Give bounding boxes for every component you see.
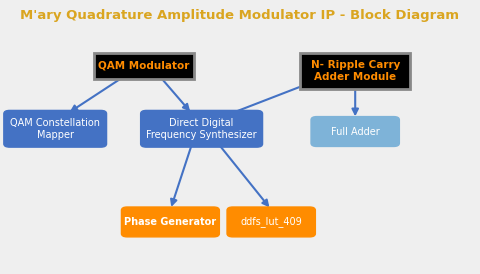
FancyBboxPatch shape [311, 117, 399, 146]
Text: QAM Constellation
Mapper: QAM Constellation Mapper [10, 118, 100, 139]
FancyBboxPatch shape [94, 53, 194, 79]
Text: Full Adder: Full Adder [331, 127, 380, 136]
FancyBboxPatch shape [141, 110, 263, 147]
FancyBboxPatch shape [227, 207, 315, 237]
FancyBboxPatch shape [121, 207, 219, 237]
Text: Direct Digital
Frequency Synthesizer: Direct Digital Frequency Synthesizer [146, 118, 257, 139]
FancyBboxPatch shape [300, 53, 410, 89]
Text: Phase Generator: Phase Generator [124, 217, 216, 227]
Text: QAM Modulator: QAM Modulator [98, 61, 190, 71]
Text: M'ary Quadrature Amplitude Modulator IP - Block Diagram: M'ary Quadrature Amplitude Modulator IP … [21, 8, 459, 22]
FancyBboxPatch shape [4, 110, 107, 147]
Text: N- Ripple Carry
Adder Module: N- Ripple Carry Adder Module [311, 61, 400, 82]
Text: ddfs_lut_409: ddfs_lut_409 [240, 216, 302, 227]
